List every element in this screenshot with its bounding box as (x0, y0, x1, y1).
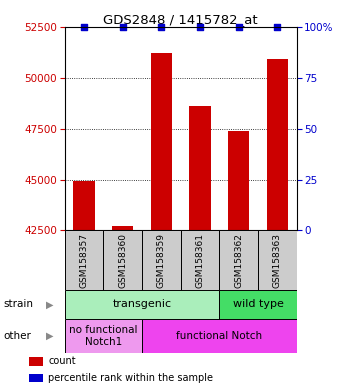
Bar (190, 106, 211, 230)
Point (81, 24, 87, 30)
Point (275, 24, 280, 30)
Text: GSM158359: GSM158359 (157, 233, 166, 288)
Title: GDS2848 / 1415782_at: GDS2848 / 1415782_at (103, 13, 258, 26)
Bar (258, 230, 297, 290)
Text: functional Notch: functional Notch (176, 331, 263, 341)
Text: strain: strain (3, 299, 33, 310)
Text: other: other (3, 331, 31, 341)
Point (197, 24, 203, 30)
Bar (151, 53, 172, 230)
Bar (74, 180, 95, 230)
Point (159, 24, 164, 30)
Point (120, 24, 125, 30)
Bar (181, 230, 219, 290)
Bar (142, 319, 297, 353)
Text: GSM158360: GSM158360 (118, 233, 127, 288)
Text: ▶: ▶ (46, 331, 54, 341)
Text: ▶: ▶ (46, 299, 54, 310)
Bar (219, 230, 258, 290)
Bar (219, 290, 297, 319)
Bar (65, 319, 142, 353)
Bar (29, 374, 43, 382)
Bar (228, 131, 249, 230)
Text: no functional
Notch1: no functional Notch1 (69, 325, 138, 347)
Text: GSM158357: GSM158357 (79, 233, 89, 288)
Bar (267, 60, 288, 230)
Text: percentile rank within the sample: percentile rank within the sample (48, 373, 213, 383)
Bar (112, 226, 133, 230)
Text: GSM158363: GSM158363 (273, 233, 282, 288)
Bar (142, 230, 181, 290)
Bar (29, 358, 43, 366)
Point (236, 24, 241, 30)
Bar (65, 230, 103, 290)
Text: GSM158362: GSM158362 (234, 233, 243, 288)
Text: wild type: wild type (233, 299, 283, 310)
Bar (65, 290, 219, 319)
Text: transgenic: transgenic (113, 299, 172, 310)
Text: count: count (48, 356, 76, 366)
Text: GSM158361: GSM158361 (195, 233, 205, 288)
Bar (103, 230, 142, 290)
